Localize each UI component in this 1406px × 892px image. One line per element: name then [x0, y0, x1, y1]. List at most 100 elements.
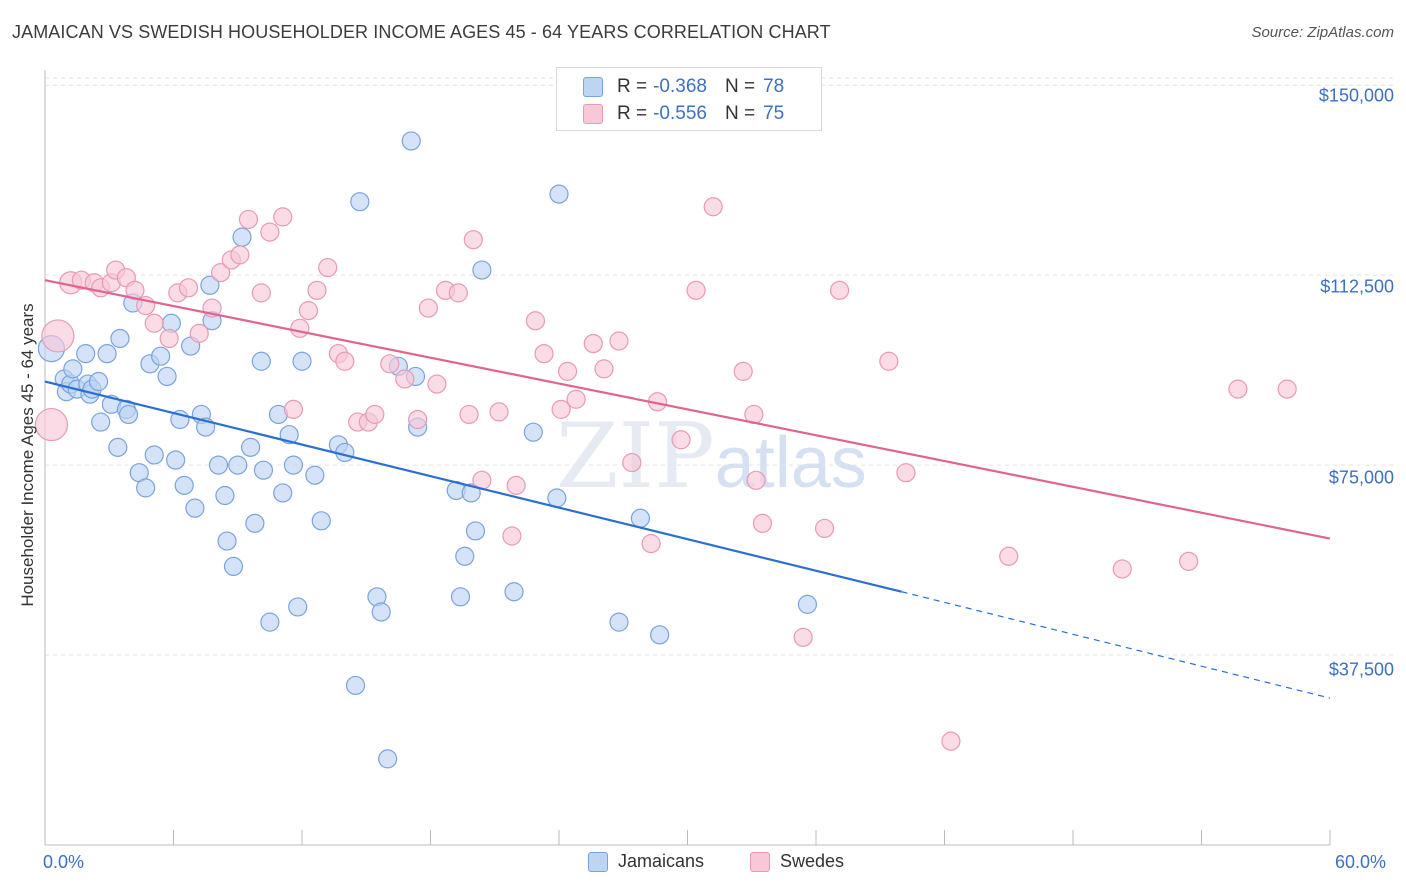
jamaican-point — [797, 594, 818, 614]
swede-point — [427, 374, 447, 394]
n-label: N = — [724, 76, 756, 97]
swede-point — [609, 331, 629, 351]
swede-point — [829, 280, 850, 300]
swede-point — [566, 389, 586, 409]
jamaican-point — [609, 612, 629, 632]
jamaican-point — [253, 460, 274, 480]
swede-point — [746, 470, 766, 490]
series-legend-jamaicans[interactable]: Jamaicans — [588, 851, 704, 872]
stats-legend: R = -0.368 N = 78 R = -0.556 N = 75 — [556, 67, 822, 131]
jamaican-point — [401, 131, 421, 151]
jamaican-point — [472, 260, 492, 280]
swede-point — [752, 513, 773, 533]
jamaican-point — [292, 351, 312, 371]
jamaican-point — [88, 371, 109, 392]
swede-point — [318, 257, 338, 278]
y-tick-label: $112,500 — [1320, 276, 1394, 297]
jamaican-point — [144, 445, 164, 465]
y-tick-label: $150,000 — [1318, 85, 1394, 106]
jamaican-point — [371, 602, 391, 622]
jamaican-point — [311, 511, 331, 531]
jamaican-point — [273, 483, 293, 503]
jamaican-point — [174, 475, 194, 495]
jamaican-point — [549, 184, 569, 204]
swede-point — [283, 399, 304, 419]
swede-point — [686, 280, 706, 300]
legend-row-swedes: R = -0.556 N = 75 — [583, 101, 784, 127]
x-tick-label-max: 60.0% — [1335, 852, 1387, 872]
jamaican-point — [504, 582, 524, 602]
jamaican-point — [378, 749, 398, 769]
swede-point — [793, 627, 813, 647]
swede-point — [459, 404, 479, 425]
swede-point — [941, 731, 961, 751]
legend-row-jamaicans: R = -0.368 N = 78 — [583, 74, 784, 100]
swede-point — [733, 361, 753, 381]
jamaican-point — [97, 344, 117, 364]
jamaican-point — [241, 437, 261, 457]
jamaican-point — [461, 483, 481, 503]
swede-point — [641, 534, 661, 554]
x-tick-label-min: 0.0% — [43, 852, 85, 872]
swede-point — [260, 222, 280, 242]
jamaican-point — [185, 498, 205, 518]
legend-swatch-swedes — [750, 851, 770, 872]
jamaican-point — [208, 455, 229, 475]
jamaican-point — [76, 344, 96, 364]
swede-point — [273, 207, 293, 227]
swede-point — [448, 283, 468, 303]
swede-point — [238, 209, 259, 230]
swede-point — [814, 518, 835, 539]
jamaican-point — [450, 587, 471, 607]
watermark: ZIPatlas — [556, 404, 867, 509]
watermark-atlas: atlas — [714, 423, 867, 503]
swede-point — [594, 359, 614, 379]
jamaican-point — [91, 412, 111, 432]
swede-point — [502, 526, 522, 546]
jamaican-point — [63, 359, 83, 379]
legend-label-jamaicans: Jamaicans — [618, 851, 705, 871]
swede-point — [211, 263, 231, 283]
swede-point — [463, 230, 483, 250]
legend-swatch-jamaicans — [583, 77, 603, 97]
jamaican-point — [523, 422, 543, 442]
jamaicans-trend-line — [44, 380, 902, 593]
swede-point — [999, 546, 1019, 566]
source-label: Source: ZipAtlas.com — [1251, 24, 1394, 41]
swede-point — [1112, 559, 1132, 579]
swede-point — [395, 369, 415, 389]
swede-point — [230, 245, 250, 265]
n-value: 75 — [763, 103, 785, 124]
swedes-trend-line — [44, 279, 1331, 540]
swede-point — [251, 283, 271, 303]
jamaican-point — [350, 192, 370, 212]
series-legend-swedes[interactable]: Swedes — [750, 851, 844, 872]
y-axis-label: Householder Income Ages 45 - 64 years — [18, 303, 37, 607]
swede-point — [489, 402, 509, 422]
y-tick-label: $75,000 — [1328, 467, 1394, 488]
jamaican-point — [305, 465, 325, 485]
jamaicans-trend-extension — [901, 591, 1331, 699]
r-value: -0.556 — [653, 103, 707, 124]
r-label: R = — [617, 103, 648, 124]
swede-point — [671, 430, 691, 450]
n-label: N = — [724, 103, 756, 124]
swede-point — [159, 328, 179, 349]
swede-point — [298, 301, 319, 321]
n-value: 78 — [763, 76, 785, 97]
legend-label-swedes: Swedes — [780, 851, 845, 871]
r-label: R = — [617, 76, 648, 97]
jamaican-point — [283, 455, 304, 475]
jamaican-point — [260, 612, 280, 632]
jamaican-point — [118, 404, 139, 425]
swede-point — [380, 354, 400, 374]
jamaican-point — [251, 351, 271, 371]
jamaican-point — [215, 485, 235, 506]
swede-point — [557, 361, 578, 381]
jamaican-point — [455, 546, 475, 566]
jamaican-point — [650, 625, 670, 645]
legend-swatch-jamaicans — [588, 851, 608, 872]
swede-point — [879, 351, 899, 371]
swede-point — [365, 404, 385, 425]
